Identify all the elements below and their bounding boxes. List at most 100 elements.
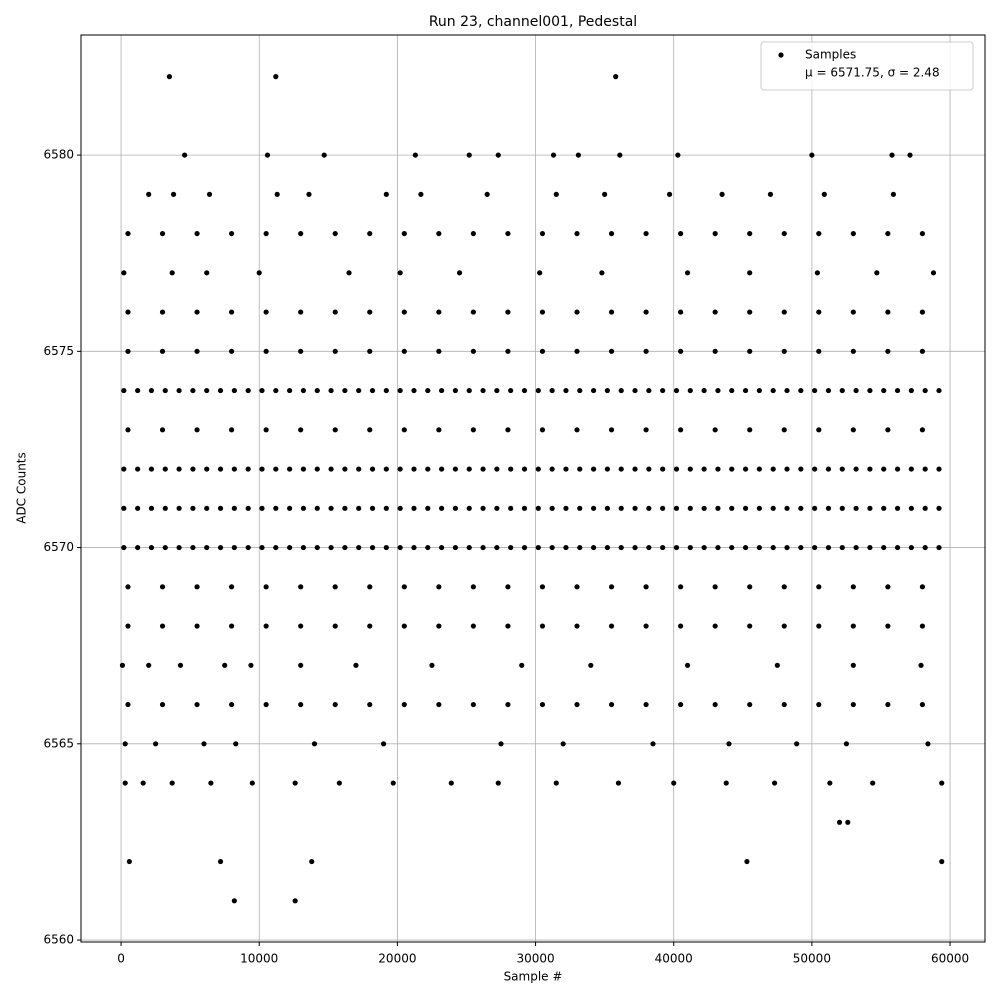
point bbox=[217, 387, 224, 394]
x-tick-label: 10000 bbox=[240, 952, 278, 966]
point bbox=[249, 780, 255, 786]
point bbox=[401, 701, 407, 708]
point bbox=[719, 191, 725, 197]
point bbox=[425, 505, 431, 511]
point bbox=[643, 230, 649, 237]
point bbox=[673, 466, 680, 472]
point bbox=[563, 387, 569, 394]
point bbox=[712, 701, 718, 708]
point bbox=[298, 662, 304, 668]
point bbox=[922, 387, 928, 394]
point bbox=[867, 387, 873, 394]
point bbox=[853, 544, 859, 551]
point bbox=[687, 387, 693, 394]
point bbox=[217, 544, 224, 551]
point bbox=[602, 191, 608, 197]
point bbox=[439, 544, 445, 551]
point bbox=[436, 427, 442, 433]
point bbox=[843, 741, 850, 747]
point bbox=[125, 701, 131, 708]
point bbox=[643, 584, 649, 590]
point bbox=[701, 466, 707, 472]
point bbox=[574, 348, 580, 354]
point bbox=[549, 466, 555, 472]
point bbox=[870, 780, 876, 786]
point bbox=[470, 701, 476, 708]
y-tick-label: 6580 bbox=[43, 148, 74, 162]
point bbox=[367, 584, 373, 590]
point bbox=[825, 466, 832, 472]
point bbox=[287, 505, 293, 511]
point bbox=[574, 584, 580, 590]
point bbox=[177, 662, 184, 668]
point bbox=[798, 505, 804, 511]
point bbox=[881, 544, 887, 551]
point bbox=[204, 270, 210, 276]
point bbox=[273, 505, 279, 511]
point bbox=[122, 780, 128, 786]
point bbox=[919, 701, 926, 708]
point bbox=[425, 544, 431, 551]
point bbox=[204, 544, 210, 551]
point bbox=[885, 230, 891, 237]
point bbox=[148, 466, 155, 472]
point bbox=[812, 466, 818, 472]
point bbox=[608, 584, 615, 590]
point bbox=[885, 623, 891, 629]
point bbox=[618, 505, 624, 511]
point bbox=[159, 584, 166, 590]
point bbox=[604, 544, 611, 551]
point bbox=[146, 662, 152, 668]
point bbox=[194, 348, 200, 354]
point bbox=[228, 623, 235, 629]
point bbox=[342, 544, 348, 551]
point bbox=[397, 544, 403, 551]
point bbox=[436, 309, 442, 315]
point bbox=[353, 662, 359, 668]
point bbox=[781, 623, 787, 629]
point bbox=[604, 466, 611, 472]
point bbox=[273, 466, 279, 472]
point bbox=[121, 270, 127, 276]
point bbox=[922, 466, 928, 472]
point bbox=[411, 544, 417, 551]
point bbox=[153, 741, 159, 747]
point bbox=[646, 466, 652, 472]
legend-note: μ = 6571.75, σ = 2.48 bbox=[805, 66, 940, 80]
point bbox=[412, 152, 418, 158]
point bbox=[845, 819, 851, 825]
point bbox=[521, 544, 528, 551]
point bbox=[742, 544, 749, 551]
point bbox=[162, 505, 168, 511]
point bbox=[466, 466, 472, 472]
point bbox=[521, 387, 528, 394]
point bbox=[781, 309, 787, 315]
point bbox=[206, 191, 213, 197]
point bbox=[919, 309, 926, 315]
point bbox=[505, 623, 511, 629]
point bbox=[148, 505, 155, 511]
point bbox=[885, 584, 891, 590]
point bbox=[908, 466, 914, 472]
point bbox=[850, 584, 856, 590]
point bbox=[519, 662, 525, 668]
point bbox=[176, 544, 182, 551]
point bbox=[784, 387, 790, 394]
point bbox=[121, 544, 127, 551]
point bbox=[495, 152, 501, 158]
point bbox=[498, 741, 504, 747]
point bbox=[590, 544, 597, 551]
point bbox=[588, 662, 594, 668]
point bbox=[590, 505, 597, 511]
plot-frame bbox=[80, 34, 986, 943]
point bbox=[231, 898, 237, 904]
point bbox=[798, 544, 804, 551]
point bbox=[466, 505, 472, 511]
point bbox=[259, 387, 265, 394]
point bbox=[126, 858, 132, 865]
point bbox=[367, 230, 373, 237]
point bbox=[332, 309, 338, 315]
point bbox=[162, 466, 168, 472]
point bbox=[747, 584, 753, 590]
